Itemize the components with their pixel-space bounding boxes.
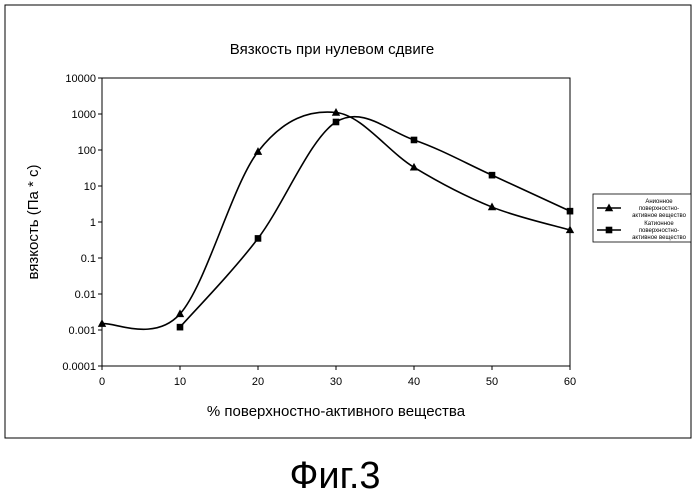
legend-label: поверхностно-: [639, 206, 679, 212]
x-tick-label: 60: [564, 376, 576, 388]
y-tick-label: 0.001: [68, 325, 96, 337]
chart-title: Вязкость при нулевом сдвиге: [230, 41, 435, 58]
x-tick-label: 40: [408, 376, 420, 388]
x-axis-label: % поверхностно-активного вещества: [207, 403, 466, 420]
legend-label: активное вещество: [632, 213, 687, 219]
data-point-square: [411, 137, 418, 144]
y-tick-label: 0.1: [81, 253, 96, 265]
data-point-square: [567, 208, 574, 215]
y-tick-label: 0.0001: [62, 361, 96, 373]
chart-frame: [5, 5, 691, 438]
y-tick-label: 1: [90, 217, 96, 229]
y-axis-label: вязкость (Па * с): [25, 164, 42, 279]
legend-label: Катионное: [644, 221, 674, 227]
data-point-square: [489, 172, 496, 179]
x-tick-label: 20: [252, 376, 264, 388]
data-point-square: [255, 235, 262, 242]
data-point-square: [333, 119, 340, 126]
figure-caption: Фиг.3: [289, 455, 380, 497]
legend-label: Анионное: [645, 199, 673, 205]
y-tick-label: 0.01: [75, 289, 96, 301]
data-point-square: [177, 324, 184, 331]
x-tick-label: 0: [99, 376, 105, 388]
y-tick-label: 1000: [72, 109, 96, 121]
legend: Анионноеповерхностно-активное веществоКа…: [593, 194, 691, 242]
y-tick-label: 10: [84, 181, 96, 193]
x-tick-label: 10: [174, 376, 186, 388]
y-tick-label: 100: [78, 145, 96, 157]
x-tick-label: 30: [330, 376, 342, 388]
x-tick-label: 50: [486, 376, 498, 388]
legend-label: активное вещество: [632, 235, 687, 241]
y-tick-label: 10000: [65, 73, 96, 85]
legend-label: поверхностно-: [639, 228, 679, 234]
legend-marker-square: [606, 227, 613, 234]
